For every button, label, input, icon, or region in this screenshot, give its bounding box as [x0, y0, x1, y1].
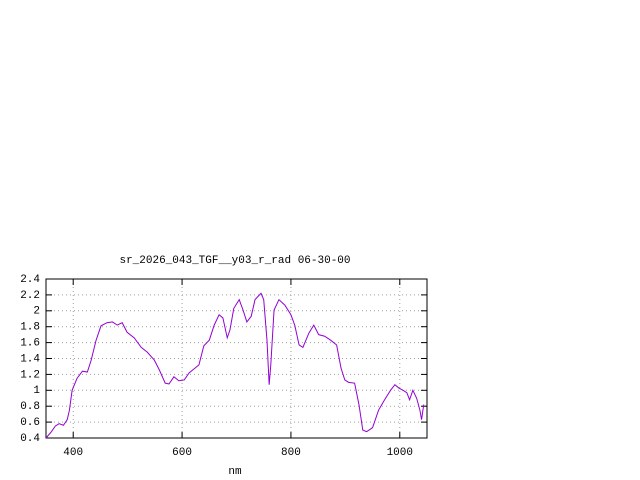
chart-title: sr_2026_043_TGF__y03_r_rad 06-30-00: [119, 255, 350, 267]
y-tick-label: 1.4: [20, 353, 40, 365]
y-tick-label: 1.8: [20, 322, 40, 334]
y-tick-label: 1.2: [20, 369, 40, 381]
y-tick-label: 1: [33, 385, 40, 397]
y-tick-label: 2.2: [20, 290, 40, 302]
plot-border: [45, 278, 428, 439]
x-tick-label: 600: [172, 447, 192, 459]
x-tick-label: 800: [281, 447, 301, 459]
y-tick-label: 2.4: [20, 274, 40, 286]
data-line: [45, 292, 425, 439]
y-tick-label: 1.6: [20, 338, 40, 350]
y-tick-label: 0.6: [20, 417, 40, 429]
y-tick-label: 0.4: [20, 433, 40, 445]
x-tick-label: 400: [63, 447, 83, 459]
x-tick-label: 1000: [387, 447, 413, 459]
y-tick-label: 0.8: [20, 401, 40, 413]
y-tick-label: 2: [33, 306, 40, 318]
x-axis-label: nm: [228, 466, 242, 478]
